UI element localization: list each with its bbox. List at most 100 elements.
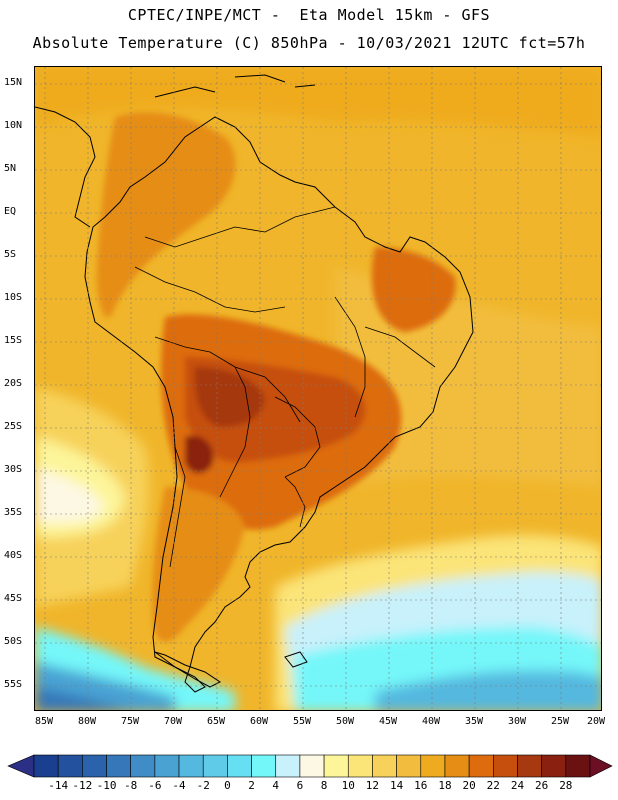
country-borders — [134, 206, 436, 568]
colorbar-swatch — [444, 754, 470, 778]
colorbar-swatch — [202, 754, 228, 778]
caribbean-islands — [154, 74, 316, 98]
border-9 — [364, 326, 436, 368]
colorbar-tick-label: -10 — [96, 779, 117, 792]
colorbar-swatch — [493, 754, 518, 778]
lat-label: 10S — [4, 292, 23, 303]
colorbar-tick-label: 14 — [389, 779, 404, 792]
falklands — [284, 651, 308, 668]
colorbar-swatch — [227, 754, 252, 778]
colorbar-tick-label: 16 — [414, 779, 428, 792]
lat-label: 5S — [4, 249, 17, 260]
lat-label: 50S — [4, 636, 23, 647]
south-atlantic-blue — [375, 670, 601, 710]
colorbar-swatch — [396, 754, 422, 778]
land-heat — [96, 112, 456, 642]
north-warm-band — [35, 67, 601, 137]
colorbar-left-arrow — [7, 754, 35, 778]
colorbar-swatch — [299, 754, 325, 778]
colorbar-tick-label: -2 — [196, 779, 210, 792]
lat-label: 15N — [4, 77, 23, 88]
colorbar-tick-label: 26 — [535, 779, 549, 792]
deep-south — [35, 687, 129, 710]
lon-label: 70W — [163, 716, 183, 727]
colorbar-swatch — [517, 754, 542, 778]
colorbar-swatch — [154, 754, 180, 778]
lon-label: 45W — [378, 716, 398, 727]
colorbar-tick-label: -4 — [172, 779, 186, 792]
pacific-pale — [35, 467, 105, 524]
colorbar-tick-label: 28 — [559, 779, 573, 792]
border-2 — [134, 266, 286, 313]
colorbar-tick-label: -8 — [124, 779, 138, 792]
border-4 — [219, 366, 251, 498]
colorbar-tick-label: 22 — [486, 779, 500, 792]
border-6 — [284, 476, 306, 528]
colorbar-swatch — [33, 754, 59, 778]
lat-label: 40S — [4, 550, 23, 561]
lat-label: 20S — [4, 378, 23, 389]
temperature-field — [35, 67, 601, 710]
title-line-1: CPTEC/INPE/MCT - Eta Model 15km - GFS — [127, 6, 491, 24]
border-1 — [144, 206, 336, 248]
colorbar-tick-label: 2 — [248, 779, 255, 792]
lat-label: 15S — [4, 335, 23, 346]
chaco-core — [194, 367, 265, 427]
lon-label: 55W — [292, 716, 312, 727]
lat-label: 30S — [4, 464, 23, 475]
northeast-warm — [371, 247, 456, 332]
colorbar-swatch — [106, 754, 131, 778]
lon-label: 25W — [550, 716, 570, 727]
colorbar-swatch — [130, 754, 156, 778]
colorbar-tick-label: 18 — [438, 779, 452, 792]
lon-label: 75W — [120, 716, 140, 727]
colorbar-tick-label: -12 — [72, 779, 93, 792]
chaco-core-2 — [185, 435, 214, 474]
central-america — [35, 106, 96, 228]
patagonia-warm — [152, 487, 245, 642]
lat-label: 35S — [4, 507, 23, 518]
colorbar-tick-label: 4 — [272, 779, 280, 792]
lon-label: 35W — [464, 716, 484, 727]
colorbar-tick-label: 0 — [224, 779, 231, 792]
temperature-map[interactable] — [34, 66, 602, 711]
colorbar-swatch — [275, 754, 301, 778]
colorbar-swatch — [420, 754, 446, 778]
colorbar-swatch — [347, 754, 373, 778]
lon-label: 50W — [335, 716, 355, 727]
lat-label: 10N — [4, 120, 23, 131]
colorbar-tick-label: -14 — [48, 779, 69, 792]
lat-label: 5N — [4, 163, 17, 174]
title-line-2: Absolute Temperature (C) 850hPa - 10/03/… — [32, 34, 586, 52]
map-canvas — [35, 67, 601, 710]
colorbar-swatch — [323, 754, 349, 778]
colorbar-tick-label: 10 — [341, 779, 355, 792]
andes-north-warm — [96, 112, 236, 318]
colorbar-swatch — [178, 754, 204, 778]
colorbar-swatch — [57, 754, 83, 778]
temperature-colorbar — [7, 754, 613, 778]
colorbar-swatch — [565, 754, 591, 778]
lon-label: 80W — [77, 716, 97, 727]
border-8 — [334, 296, 366, 418]
colorbar-tick-label: 8 — [320, 779, 328, 792]
border-5 — [274, 396, 321, 478]
colorbar-tick-label: 6 — [296, 779, 304, 792]
lon-label: 65W — [206, 716, 226, 727]
coastlines — [35, 74, 474, 693]
lon-label: 60W — [249, 716, 269, 727]
lon-label: 85W — [34, 716, 54, 727]
colorbar-swatch — [372, 754, 397, 778]
colorbar-right-arrow — [589, 754, 613, 778]
colorbar-tick-label: 12 — [365, 779, 380, 792]
colorbar-tick-label: 24 — [510, 779, 525, 792]
lat-label: 55S — [4, 679, 23, 690]
lat-label: 25S — [4, 421, 23, 432]
colorbar-tick-label: -6 — [148, 779, 162, 792]
colorbar-swatch — [251, 754, 277, 778]
colorbar-swatch — [468, 754, 494, 778]
lon-label: 40W — [421, 716, 441, 727]
lat-label: EQ — [4, 206, 17, 217]
south-america-coastline — [84, 116, 474, 693]
colorbar-swatch — [541, 754, 567, 778]
